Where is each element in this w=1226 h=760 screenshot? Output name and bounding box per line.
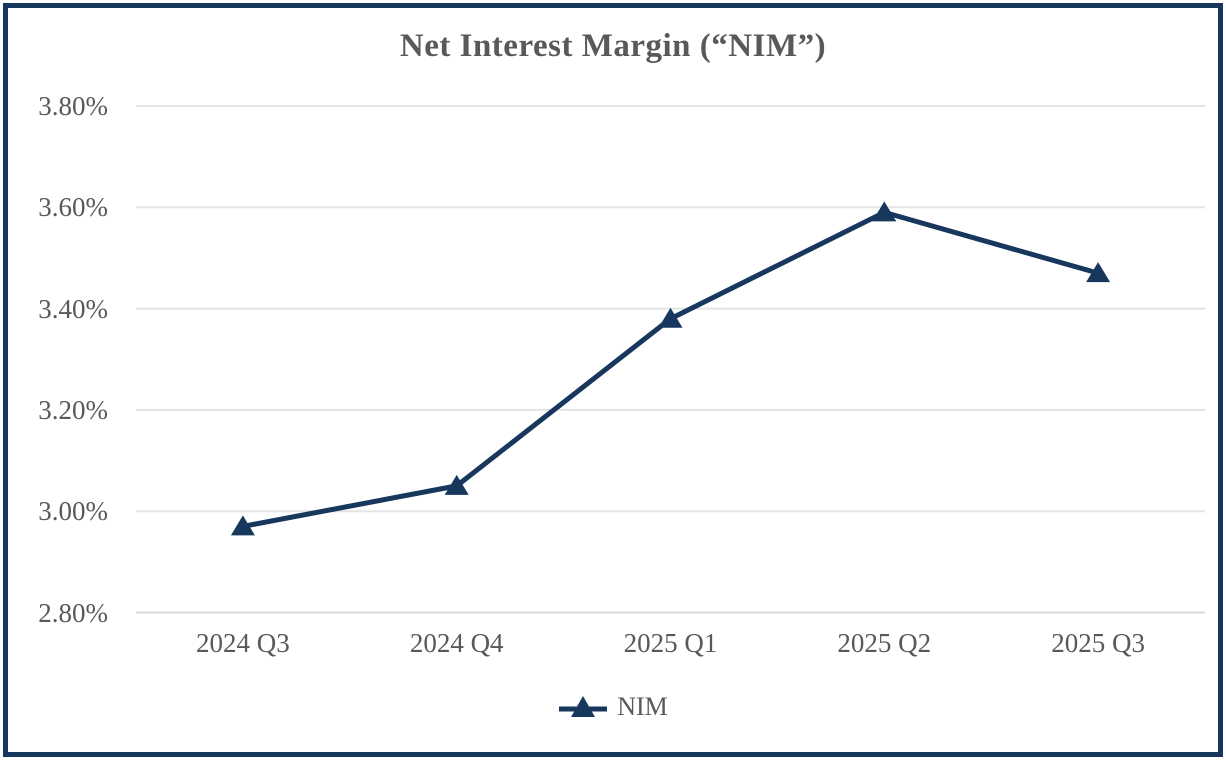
x-axis-tick-label: 2025 Q3	[1051, 628, 1145, 658]
legend-label-nim: NIM	[617, 692, 668, 721]
nim-data-point-marker	[658, 307, 683, 328]
y-axis-tick-label: 3.40%	[38, 293, 108, 324]
x-axis-tick-label: 2025 Q2	[837, 628, 932, 658]
chart-legend: NIM	[8, 692, 1218, 722]
chart-title: Net Interest Margin (“NIM”)	[399, 28, 827, 64]
x-axis-tick-label: 2025 Q1	[623, 628, 718, 658]
y-axis-tick-label: 3.20%	[38, 394, 108, 425]
y-axis-tick-label: 3.00%	[38, 496, 108, 527]
nim-data-point-marker	[230, 515, 255, 536]
line-chart-plot	[136, 105, 1205, 614]
y-axis-tick-label: 3.80%	[38, 91, 108, 121]
nim-series-legend-marker	[559, 696, 608, 717]
nim-series-line	[242, 209, 1099, 529]
chart-frame: Net Interest Margin (“NIM”) 3.80% 3.60% 3.…	[3, 3, 1223, 757]
x-axis-tick-label: 2024 Q4	[409, 628, 504, 658]
x-axis-tick-label: 2024 Q3	[196, 628, 290, 658]
y-axis-tick-label: 2.80%	[38, 597, 108, 628]
nim-data-point-marker	[1086, 262, 1111, 283]
nim-data-point-marker	[444, 474, 469, 495]
nim-data-point-marker	[872, 201, 897, 222]
y-axis-tick-label: 3.60%	[38, 192, 108, 223]
